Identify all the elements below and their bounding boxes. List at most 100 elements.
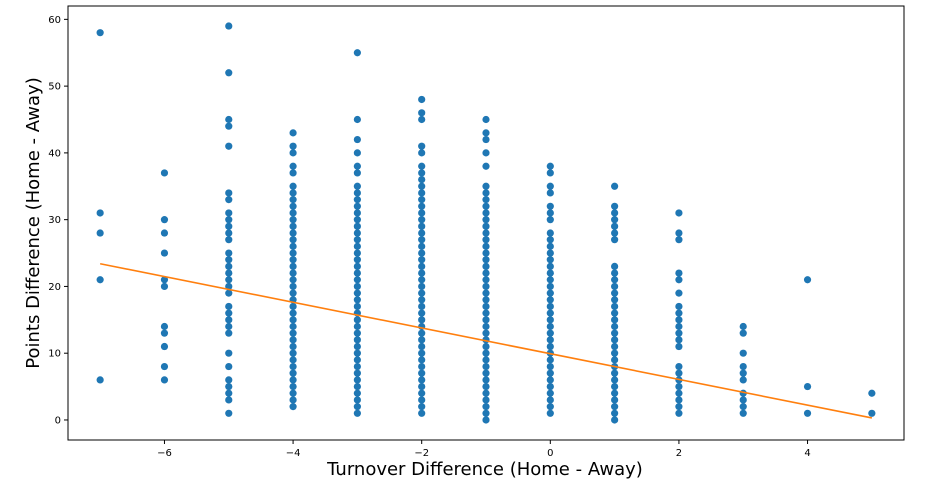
data-point: [418, 342, 426, 351]
data-point: [225, 276, 233, 284]
data-point: [482, 282, 490, 291]
data-point: [546, 256, 554, 264]
data-point: [546, 202, 554, 210]
data-point: [675, 209, 683, 217]
data-point: [482, 236, 490, 244]
data-point: [418, 382, 426, 391]
data-point: [353, 202, 361, 210]
fit-line-layer: [99, 262, 873, 419]
data-point: [96, 276, 104, 284]
data-point: [418, 409, 426, 417]
data-point: [418, 189, 426, 197]
data-point: [289, 362, 297, 371]
data-point: [546, 162, 554, 170]
data-point: [289, 202, 297, 210]
data-point: [353, 115, 361, 124]
data-point: [546, 309, 554, 317]
y-tick-label: 20: [48, 282, 61, 293]
data-point: [289, 302, 297, 311]
data-point: [546, 329, 554, 337]
data-point: [353, 356, 361, 364]
data-point: [546, 362, 554, 371]
data-point: [675, 342, 683, 351]
points-layer: [96, 22, 876, 424]
data-point: [225, 236, 233, 244]
data-point: [418, 222, 426, 230]
data-point: [418, 162, 426, 170]
data-point: [546, 242, 554, 250]
data-point: [675, 382, 683, 391]
data-point: [225, 409, 233, 417]
data-point: [353, 322, 361, 331]
data-point: [353, 336, 361, 344]
data-point: [289, 162, 297, 170]
data-point: [160, 216, 169, 224]
data-point: [353, 169, 361, 177]
data-point: [546, 276, 554, 284]
data-point: [289, 376, 297, 384]
data-point: [675, 329, 683, 337]
data-point: [546, 209, 554, 217]
data-point: [353, 256, 361, 264]
data-point: [353, 342, 361, 351]
data-point: [482, 309, 490, 317]
data-point: [289, 169, 297, 177]
data-point: [289, 336, 297, 344]
data-point: [353, 349, 361, 357]
data-point: [418, 242, 426, 250]
data-point: [353, 216, 361, 224]
data-point: [225, 309, 233, 317]
data-point: [225, 329, 233, 337]
data-point: [546, 296, 554, 304]
data-point: [353, 182, 361, 190]
data-point: [289, 249, 297, 257]
data-point: [546, 169, 554, 177]
data-point: [225, 382, 233, 391]
data-point: [611, 349, 619, 357]
data-point: [353, 236, 361, 244]
data-point: [546, 316, 554, 324]
data-point: [546, 302, 554, 311]
data-point: [418, 269, 426, 277]
data-point: [546, 376, 554, 384]
data-point: [289, 129, 297, 137]
data-point: [611, 282, 619, 291]
data-point: [482, 349, 490, 357]
data-point: [225, 322, 233, 331]
data-point: [482, 389, 490, 397]
data-point: [482, 396, 490, 404]
data-point: [482, 302, 490, 311]
data-point: [546, 409, 554, 417]
data-point: [225, 69, 233, 77]
data-point: [546, 216, 554, 224]
data-point: [418, 369, 426, 377]
data-point: [289, 189, 297, 197]
data-point: [739, 403, 747, 411]
data-point: [160, 276, 169, 284]
data-point: [546, 282, 554, 291]
data-point: [289, 382, 297, 391]
y-tick-label: 10: [48, 349, 61, 360]
data-point: [546, 369, 554, 377]
data-point: [482, 249, 490, 257]
data-point: [675, 409, 683, 417]
data-point: [96, 376, 104, 384]
data-point: [353, 376, 361, 384]
data-point: [611, 376, 619, 384]
data-point: [353, 389, 361, 397]
data-point: [546, 269, 554, 277]
data-point: [482, 262, 490, 270]
data-point: [160, 249, 169, 257]
data-point: [675, 276, 683, 284]
y-tick-label: 0: [55, 415, 61, 426]
data-point: [289, 289, 297, 297]
data-point: [482, 316, 490, 324]
x-axis-label: Turnover Difference (Home - Away): [326, 459, 643, 480]
data-point: [289, 349, 297, 357]
data-point: [418, 356, 426, 364]
data-point: [418, 282, 426, 291]
data-point: [482, 342, 490, 351]
data-point: [546, 229, 554, 237]
data-point: [289, 262, 297, 270]
data-point: [803, 382, 812, 391]
